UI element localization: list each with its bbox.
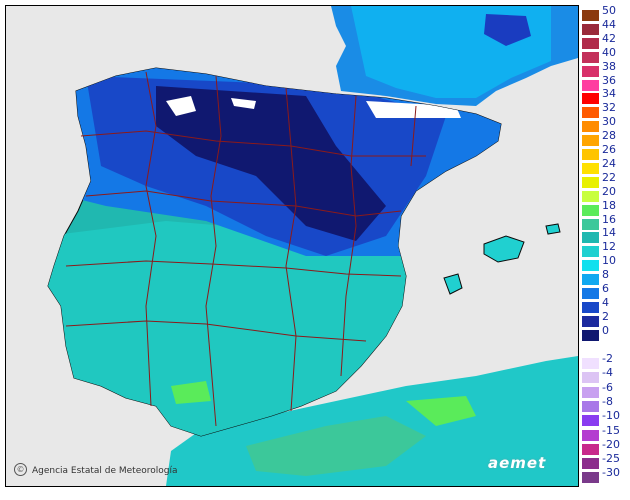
- province-borders: [65, 71, 426, 427]
- legend-swatch: [582, 458, 599, 470]
- legend-swatch: [582, 176, 599, 188]
- legend-swatch: [582, 246, 599, 258]
- legend-swatch: [582, 107, 599, 119]
- legend-swatch: [582, 358, 599, 369]
- legend-swatch: [582, 218, 599, 230]
- legend-label: -25: [602, 452, 620, 466]
- legend-label: 18: [602, 198, 616, 212]
- legend-swatch: [582, 288, 599, 299]
- africa-warm-patch: [406, 396, 476, 426]
- legend-swatch: [582, 10, 599, 21]
- legend-label: 50: [602, 4, 616, 17]
- legend-swatch: [582, 121, 599, 133]
- peak-patch-2: [231, 98, 256, 109]
- legend-swatch: [582, 65, 599, 77]
- legend-swatch: [582, 429, 599, 441]
- aemet-logo: aemet: [488, 454, 547, 472]
- legend-label: -10: [602, 409, 620, 423]
- coldest-zone: [156, 86, 386, 241]
- legend-label: -15: [602, 423, 620, 437]
- legend-swatch: [582, 135, 599, 147]
- credit-text: Agencia Estatal de Meteorología: [32, 466, 178, 476]
- copyright-icon: ©: [14, 463, 27, 476]
- mallorca: [483, 235, 525, 263]
- temperature-map: [5, 5, 579, 487]
- legend-swatch: [582, 23, 599, 35]
- legend-label: 16: [602, 212, 616, 226]
- legend-label: -2: [602, 352, 613, 365]
- legend-label: 34: [602, 87, 616, 101]
- legend-label: 20: [602, 184, 616, 198]
- legend-swatch: [582, 415, 599, 427]
- legend-swatch: [582, 386, 599, 398]
- legend-label: 38: [602, 59, 616, 73]
- legend-label: 8: [602, 268, 609, 282]
- legend-label: -30: [602, 466, 620, 480]
- legend-label: 22: [602, 170, 616, 184]
- legend-label: -8: [602, 394, 613, 408]
- peak-patch-1: [166, 96, 196, 116]
- legend-label: 12: [602, 240, 616, 254]
- legend-swatch: [582, 149, 599, 160]
- legend-label: 28: [602, 129, 616, 143]
- legend-swatch: [582, 37, 599, 49]
- legend-swatch: [582, 232, 599, 244]
- legend-swatch: [582, 274, 599, 286]
- legend-swatch: [582, 400, 599, 412]
- legend-swatch: [582, 260, 599, 272]
- legend-swatch: [582, 315, 599, 327]
- legend-swatch: [582, 162, 599, 174]
- legend-label: -20: [602, 437, 620, 451]
- legend-swatch: [582, 79, 599, 91]
- legend-label: 36: [602, 73, 616, 87]
- menorca: [545, 223, 561, 235]
- legend-label: 32: [602, 101, 616, 115]
- alps-cold-zone: [484, 14, 531, 46]
- legend-label: 2: [602, 309, 609, 323]
- legend-swatch: [582, 372, 599, 384]
- legend-label: 10: [602, 254, 616, 268]
- legend-label: 14: [602, 226, 616, 240]
- legend-label: 24: [602, 156, 616, 170]
- legend-swatch: [582, 93, 599, 105]
- legend-swatch: [582, 190, 599, 202]
- africa-mild-zone: [246, 416, 426, 476]
- legend-label: 6: [602, 282, 609, 295]
- legend-label: 40: [602, 45, 616, 59]
- color-legend: 50 44 42 40 38 36 34 32 30 28 26 24 22 20 18 16 14 12 10 8 6…: [582, 5, 628, 490]
- legend-label: 42: [602, 31, 616, 45]
- legend-label: -6: [602, 380, 613, 394]
- legend-swatch: [582, 443, 599, 455]
- legend-label: 26: [602, 143, 616, 156]
- legend-label: 0: [602, 323, 609, 337]
- legend-swatch: [582, 204, 599, 216]
- legend-swatch: [582, 51, 599, 63]
- legend-label: 44: [602, 17, 616, 31]
- legend-swatch: [582, 472, 599, 484]
- ibiza: [443, 273, 463, 295]
- legend-label: 4: [602, 295, 609, 309]
- legend-label: 30: [602, 115, 616, 129]
- legend-label: -4: [602, 366, 613, 380]
- south-warm-patch: [171, 381, 211, 404]
- legend-swatch: [582, 301, 599, 313]
- legend-swatch: [582, 329, 599, 341]
